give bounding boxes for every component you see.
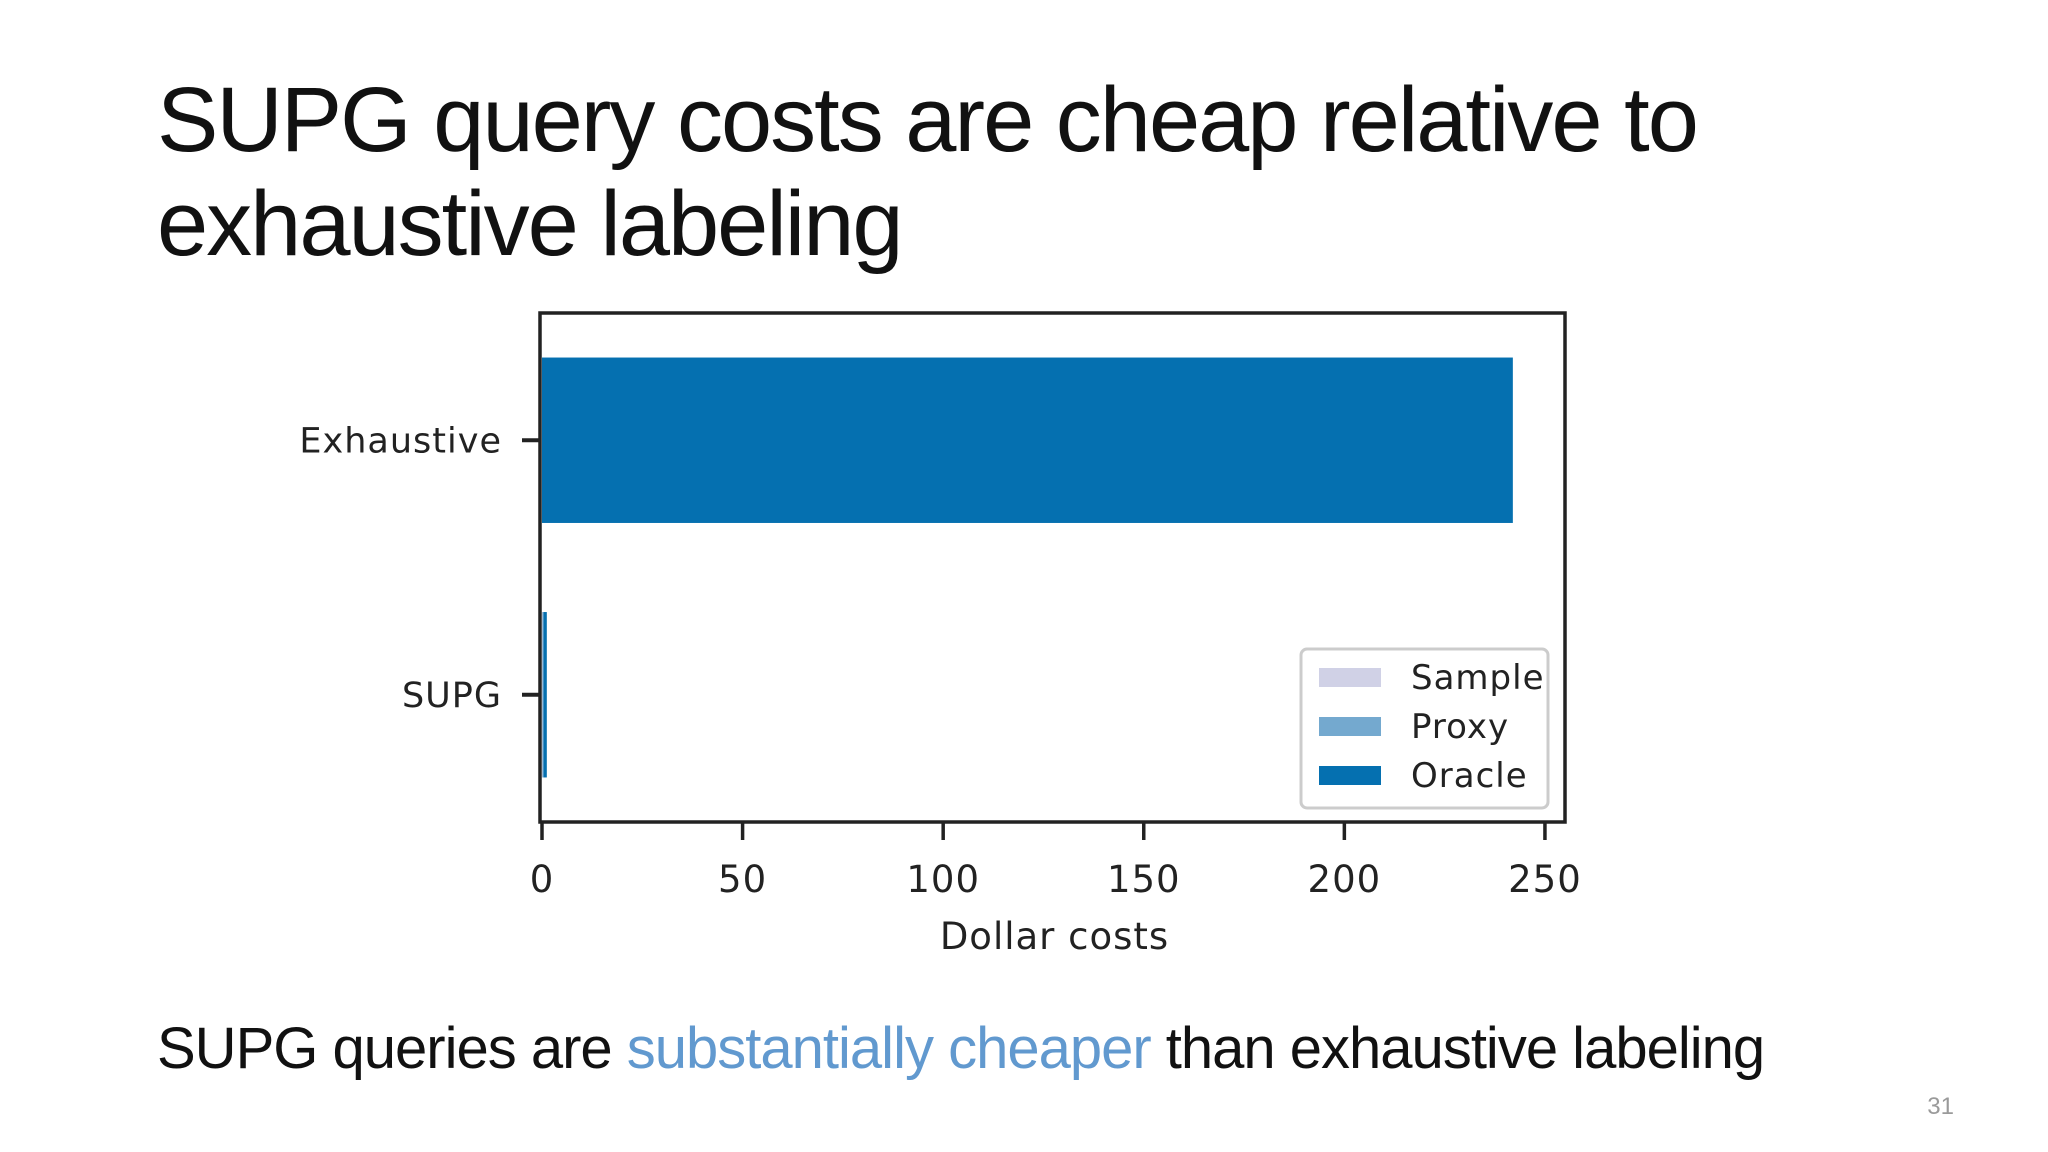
x-tick-label-50: 50 bbox=[718, 858, 767, 901]
slide-title: SUPG query costs are cheap relative to e… bbox=[157, 68, 1957, 276]
x-tick-label-0: 0 bbox=[530, 858, 555, 901]
bar-supg-oracle bbox=[543, 612, 547, 778]
x-axis-label: Dollar costs bbox=[940, 915, 1169, 958]
legend-swatch-proxy bbox=[1319, 717, 1381, 736]
caption-text-end: than exhaustive labeling bbox=[1150, 1016, 1765, 1081]
slide-title-line-2: exhaustive labeling bbox=[157, 173, 904, 275]
y-tick-label-supg: SUPG bbox=[402, 676, 502, 716]
legend-swatch-oracle bbox=[1319, 766, 1381, 785]
legend-swatch-sample bbox=[1319, 668, 1381, 687]
x-tick-label-150: 150 bbox=[1107, 858, 1181, 901]
y-tick-label-exhaustive: Exhaustive bbox=[299, 421, 502, 461]
caption-text-start: SUPG queries are bbox=[157, 1016, 627, 1081]
legend-label-proxy: Proxy bbox=[1411, 707, 1509, 747]
x-tick-label-250: 250 bbox=[1508, 858, 1582, 901]
bar-exhaustive-oracle bbox=[542, 357, 1513, 523]
slide-caption: SUPG queries are substantially cheaper t… bbox=[157, 1015, 1765, 1082]
slide-title-line-1: SUPG query costs are cheap relative to bbox=[157, 69, 1699, 171]
x-tick-label-200: 200 bbox=[1308, 858, 1382, 901]
legend-label-sample: Sample bbox=[1411, 658, 1544, 698]
plot-frame bbox=[538, 311, 1567, 824]
legend-label-oracle: Oracle bbox=[1411, 756, 1528, 796]
caption-highlight: substantially cheaper bbox=[626, 1016, 1152, 1081]
x-tick-label-100: 100 bbox=[906, 858, 980, 901]
page-number: 31 bbox=[1927, 1093, 1954, 1120]
